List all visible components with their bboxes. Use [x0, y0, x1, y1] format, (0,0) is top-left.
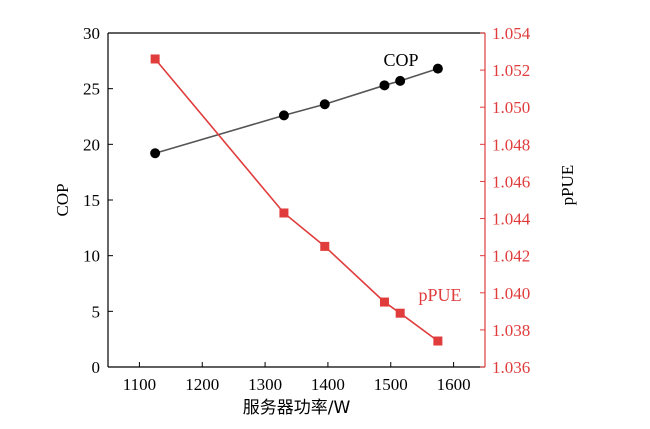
ppue-point	[320, 241, 330, 251]
cop-point	[319, 99, 330, 110]
y-right-tick-label: 1.054	[492, 24, 531, 43]
y-left-axis-title: COP	[53, 183, 72, 216]
labels: 1100 1200 1300 1400 1500 1600 0 5 10 15 20 25 30 1.03…	[53, 24, 577, 418]
series	[150, 54, 443, 346]
x-tick-label: 1500	[374, 375, 408, 394]
y-right-tick-label: 1.036	[492, 358, 530, 377]
y-right-axis-title: pPUE	[558, 165, 577, 206]
ppue-point	[395, 308, 405, 318]
y-left-tick-label: 5	[92, 302, 101, 321]
y-right-tick-label: 1.052	[492, 61, 530, 80]
cop-point	[278, 110, 289, 121]
y-left-tick-label: 25	[83, 80, 100, 99]
y-left-tick-label: 20	[83, 135, 100, 154]
cop-point	[379, 80, 390, 91]
cop-series-label: COP	[383, 50, 418, 70]
y-left-tick-label: 0	[92, 358, 101, 377]
y-right-tick-label: 1.042	[492, 247, 530, 266]
cop-point	[150, 148, 161, 159]
x-axis-title: 服务器功率/W	[243, 398, 351, 418]
y-right-tick-label: 1.044	[492, 210, 531, 229]
ppue-point	[150, 54, 160, 64]
ppue-line	[154, 58, 439, 342]
cop-line	[154, 67, 439, 155]
x-tick-label: 1100	[123, 375, 156, 394]
ppue-point	[433, 336, 443, 346]
x-tick-label: 1300	[248, 375, 282, 394]
y-left-tick-label: 15	[83, 191, 100, 210]
y-right-tick-label: 1.048	[492, 135, 530, 154]
y-right-tick-label: 1.040	[492, 284, 530, 303]
x-tick-label: 1200	[185, 375, 219, 394]
cop-point	[395, 75, 406, 86]
y-right-tick-label: 1.046	[492, 172, 530, 191]
y-right-tick-label: 1.038	[492, 321, 530, 340]
ppue-point	[379, 297, 389, 307]
x-tick-label: 1600	[437, 375, 471, 394]
ppue-series-label: pPUE	[418, 285, 461, 305]
y-left-tick-label: 30	[83, 24, 100, 43]
axes	[107, 32, 486, 368]
cop-point	[432, 63, 443, 74]
ppue-point	[279, 208, 289, 218]
y-left-tick-label: 10	[83, 247, 100, 266]
x-tick-label: 1400	[311, 375, 345, 394]
y-right-tick-label: 1.050	[492, 98, 530, 117]
